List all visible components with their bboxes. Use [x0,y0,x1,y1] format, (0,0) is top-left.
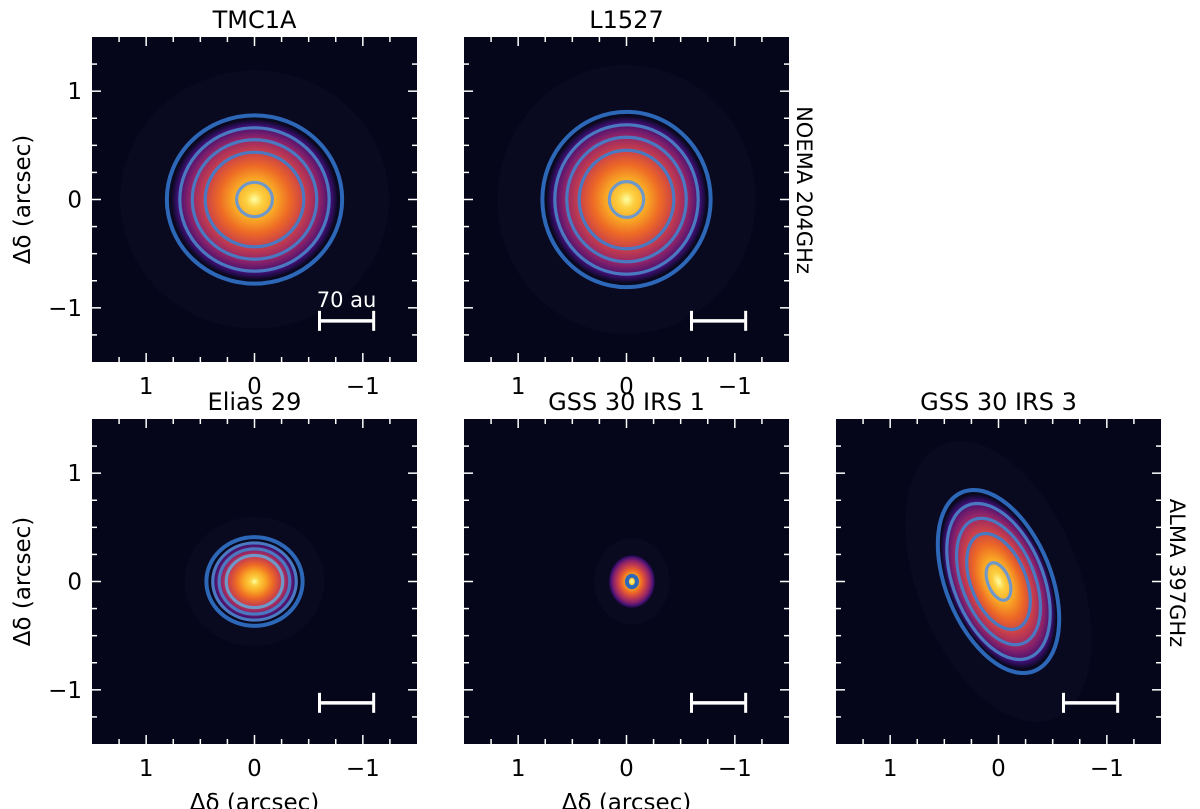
y-tick-label: 0 [67,570,82,596]
panel-image [594,538,670,625]
contour-level [984,561,1013,602]
x-axis-label: Δδ (arcsec) [562,790,692,809]
panel-title: TMC1A [212,6,297,34]
row-label-noema: NOEMA 204GHz [792,106,816,274]
panel-title: GSS 30 IRS 1 [548,388,705,416]
panel-title: GSS 30 IRS 3 [920,388,1077,416]
scale-bar-label: 70 au [317,288,377,312]
contour-level [945,501,1052,662]
contour-level [178,126,331,273]
panel-image [184,517,325,646]
x-tick-label: −1 [718,374,752,400]
y-tick-label: −1 [48,678,82,704]
contour-level [607,179,646,220]
contour-level [203,150,306,249]
x-tick-label: −1 [718,756,752,782]
contour-level [935,487,1062,676]
x-tick-label: 1 [139,756,154,782]
x-tick-label: 1 [883,756,898,782]
panel-4: GSS 30 IRS 3 1 0 −1 [836,388,1161,782]
x-tick-label: 0 [619,374,634,400]
contour-level [190,138,319,261]
y-tick-label: 1 [67,461,82,487]
panel-image [120,70,389,329]
y-tick-label: −1 [48,296,82,322]
contour-level [164,113,345,286]
emission-core [545,115,708,284]
contour-level [211,541,298,622]
y-axis-label: Δδ (arcsec) [10,135,36,265]
emission-core [210,541,299,622]
row-label-alma: ALMA 397GHz [1165,499,1189,647]
panel-1: L1527 1 0 −1 [464,6,789,400]
panel-image [905,441,1092,722]
contour-level [565,135,688,264]
panel-image [497,65,756,334]
panel-2: Elias 29 1 0 −1 −1 0 1 Δδ (arcsec) Δδ (arcsec) [10,388,417,809]
contour-level [624,573,639,590]
y-axis-label: Δδ (arcsec) [10,517,36,647]
contour-level [217,547,292,616]
x-tick-label: 0 [247,756,262,782]
x-tick-label: −1 [346,756,380,782]
contour-level [553,123,700,276]
panel-3: GSS 30 IRS 1 1 0 −1 Δδ (arcsec) [464,388,789,809]
x-tick-label: 0 [991,756,1006,782]
contour-level [204,535,305,628]
contour-level [965,531,1032,632]
contour-level [577,148,676,251]
contour-level [540,109,713,290]
panel-0: 70 au TMC1A 1 0 −1 −1 0 1 Δδ (arcsec) [10,6,417,400]
contour-level [234,180,275,219]
x-tick-label: 0 [247,374,262,400]
emission-core [170,118,339,281]
x-tick-label: −1 [346,374,380,400]
panel-title: Elias 29 [208,388,302,416]
panel-title: L1527 [589,6,663,34]
x-axis-label: Δδ (arcsec) [190,790,320,809]
contour-level [955,516,1042,647]
x-tick-label: −1 [1090,756,1124,782]
emission-core [608,554,656,609]
y-tick-label: 1 [67,79,82,105]
y-tick-label: 0 [67,188,82,214]
x-tick-label: 1 [511,756,526,782]
x-tick-label: 1 [511,374,526,400]
x-tick-label: 1 [139,374,154,400]
x-tick-label: 0 [619,756,634,782]
contour-level [224,553,285,610]
